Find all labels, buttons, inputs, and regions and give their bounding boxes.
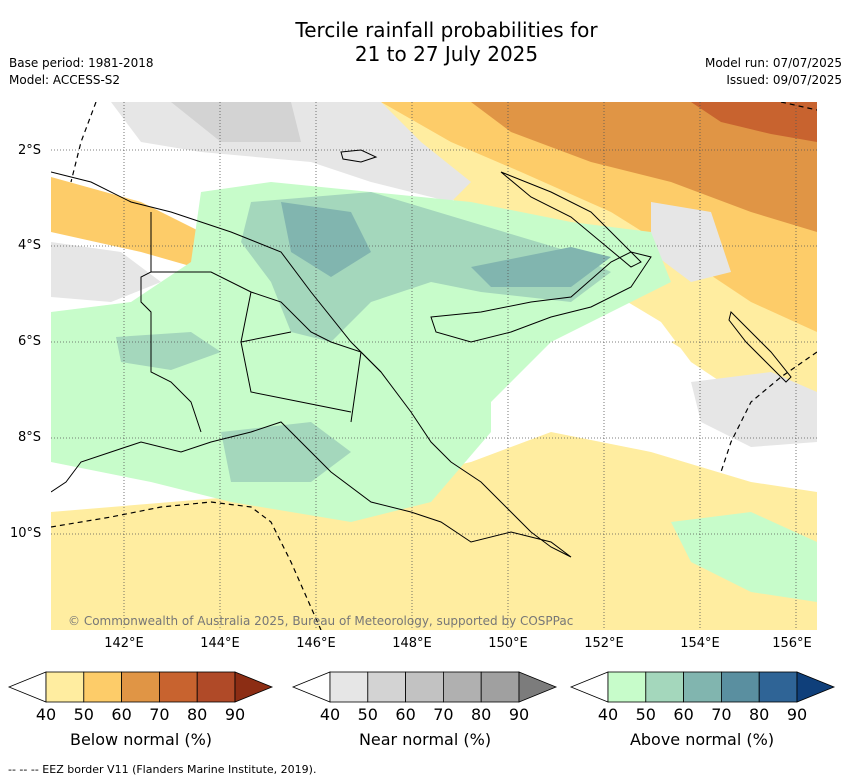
colorbar-tick: 80 (187, 705, 208, 724)
colorbar-segment (367, 671, 406, 703)
eez-legend-footer: -- -- -- EEZ border V11 (Flanders Marine… (8, 763, 317, 776)
colorbar-segment (405, 671, 444, 703)
below-normal-region-south (51, 432, 817, 630)
lat-label-6s: 6°S (18, 334, 42, 349)
colorbar-tick: 80 (749, 705, 770, 724)
colorbars (7, 671, 836, 703)
near-normal-region-east (651, 202, 731, 282)
west-border (140, 212, 202, 433)
province-borders (151, 271, 382, 423)
lat-label-10s: 10°S (10, 526, 42, 541)
meta-left: Base period: 1981-2018 Model: ACCESS-S2 (9, 55, 154, 89)
manus-coast (340, 149, 378, 163)
colorbar-tick: 90 (508, 705, 530, 724)
meta-right: Model run: 07/07/2025 Issued: 09/07/2025 (705, 55, 842, 89)
near-normal-region-north (111, 102, 471, 202)
lon-label-144e: 144°E (200, 636, 240, 651)
colorbar-label-above-normal: Above normal (%) (629, 730, 775, 749)
below-normal-region-north-80 (691, 102, 817, 142)
model-run: Model run: 07/07/2025 (704, 56, 842, 70)
colorbar-tick: 60 (673, 705, 694, 724)
colorbar-tick: 40 (319, 705, 341, 724)
colorbar-segment (645, 671, 684, 703)
above-normal-region-east-60 (471, 247, 611, 287)
colorbar-upper-extension (518, 671, 558, 703)
colorbar-segment (329, 671, 369, 703)
coastlines (51, 149, 792, 558)
colorbar-lower-extension (569, 671, 609, 703)
near-normal-region-west (51, 242, 161, 302)
colorbar-tick: 50 (73, 705, 94, 724)
colorbar-near-normal (291, 671, 558, 703)
colorbar-segment (607, 671, 647, 703)
colorbar-segment (442, 671, 482, 703)
above-normal-region-central-60 (281, 202, 371, 277)
colorbar-above-normal (569, 671, 836, 703)
new-guinea-coast (51, 171, 572, 558)
new-britain-coast (430, 251, 652, 343)
colorbar-segment (480, 671, 520, 703)
model-name: Model: ACCESS-S2 (9, 73, 121, 87)
lat-label-8s: 8°S (18, 430, 42, 445)
new-ireland-coast (500, 171, 642, 268)
colorbar-segment (83, 671, 123, 703)
colorbar-segment (121, 671, 160, 703)
near-normal-region-southeast (691, 372, 817, 447)
colorbar-tick: 60 (395, 705, 416, 724)
colorbar-segment (158, 671, 198, 703)
colorbar-tick: 90 (224, 705, 246, 724)
colorbar-tick: 90 (786, 705, 808, 724)
colorbar-tick: 80 (471, 705, 492, 724)
lon-label-142e: 142°E (104, 636, 144, 651)
bougainville-coast (728, 311, 792, 383)
colorbar-segment (45, 671, 85, 703)
near-normal-region-north-50 (171, 102, 301, 142)
below-normal-region-north-70 (471, 102, 817, 232)
colorbar-below-normal (7, 671, 274, 703)
colorbar-segment (196, 671, 236, 703)
colorbar-tick: 40 (597, 705, 619, 724)
colorbar-upper-extension (796, 671, 836, 703)
lon-label-154e: 154°E (680, 636, 720, 651)
colorbar-tick: 70 (433, 705, 454, 724)
above-normal-region-west-50 (116, 332, 221, 370)
lon-label-152e: 152°E (584, 636, 624, 651)
lon-label-148e: 148°E (392, 636, 432, 651)
issued-date: Issued: 09/07/2025 (726, 73, 842, 87)
title-line-2: 21 to 27 July 2025 (354, 42, 539, 66)
eez-borders (51, 102, 817, 630)
lat-label-4s: 4°S (18, 238, 42, 253)
colorbar-tick: 70 (711, 705, 732, 724)
colorbar-lower-extension (7, 671, 47, 703)
lat-label-2s: 2°S (18, 143, 42, 158)
lon-label-156e: 156°E (772, 636, 812, 651)
colorbar-lower-extension (291, 671, 331, 703)
lon-label-150e: 150°E (488, 636, 528, 651)
title-line-1: Tercile rainfall probabilities for (295, 18, 598, 42)
colorbar-segment (683, 671, 722, 703)
colorbar-tick: 70 (149, 705, 170, 724)
base-period: Base period: 1981-2018 (9, 56, 154, 70)
colorbar-label-below-normal: Below normal (%) (69, 730, 213, 749)
colorbar-tick: 50 (635, 705, 656, 724)
above-normal-region-southwest-50 (221, 422, 351, 482)
colorbar-segment (721, 671, 760, 703)
copyright-credit: © Commonwealth of Australia 2025, Bureau… (68, 614, 574, 628)
probability-map (51, 102, 817, 630)
colorbar-tick: 40 (35, 705, 57, 724)
map-title: Tercile rainfall probabilities for 21 to… (0, 18, 850, 66)
colorbar-tick: 50 (357, 705, 378, 724)
colorbar-tick: 60 (111, 705, 132, 724)
gridlines (51, 102, 817, 630)
colorbar-segment (758, 671, 798, 703)
lon-label-146e: 146°E (296, 636, 336, 651)
colorbar-label-near-normal: Near normal (%) (358, 730, 492, 749)
below-normal-region-west (51, 177, 221, 272)
above-normal-region-southeast (671, 512, 817, 602)
colorbar-upper-extension (234, 671, 274, 703)
